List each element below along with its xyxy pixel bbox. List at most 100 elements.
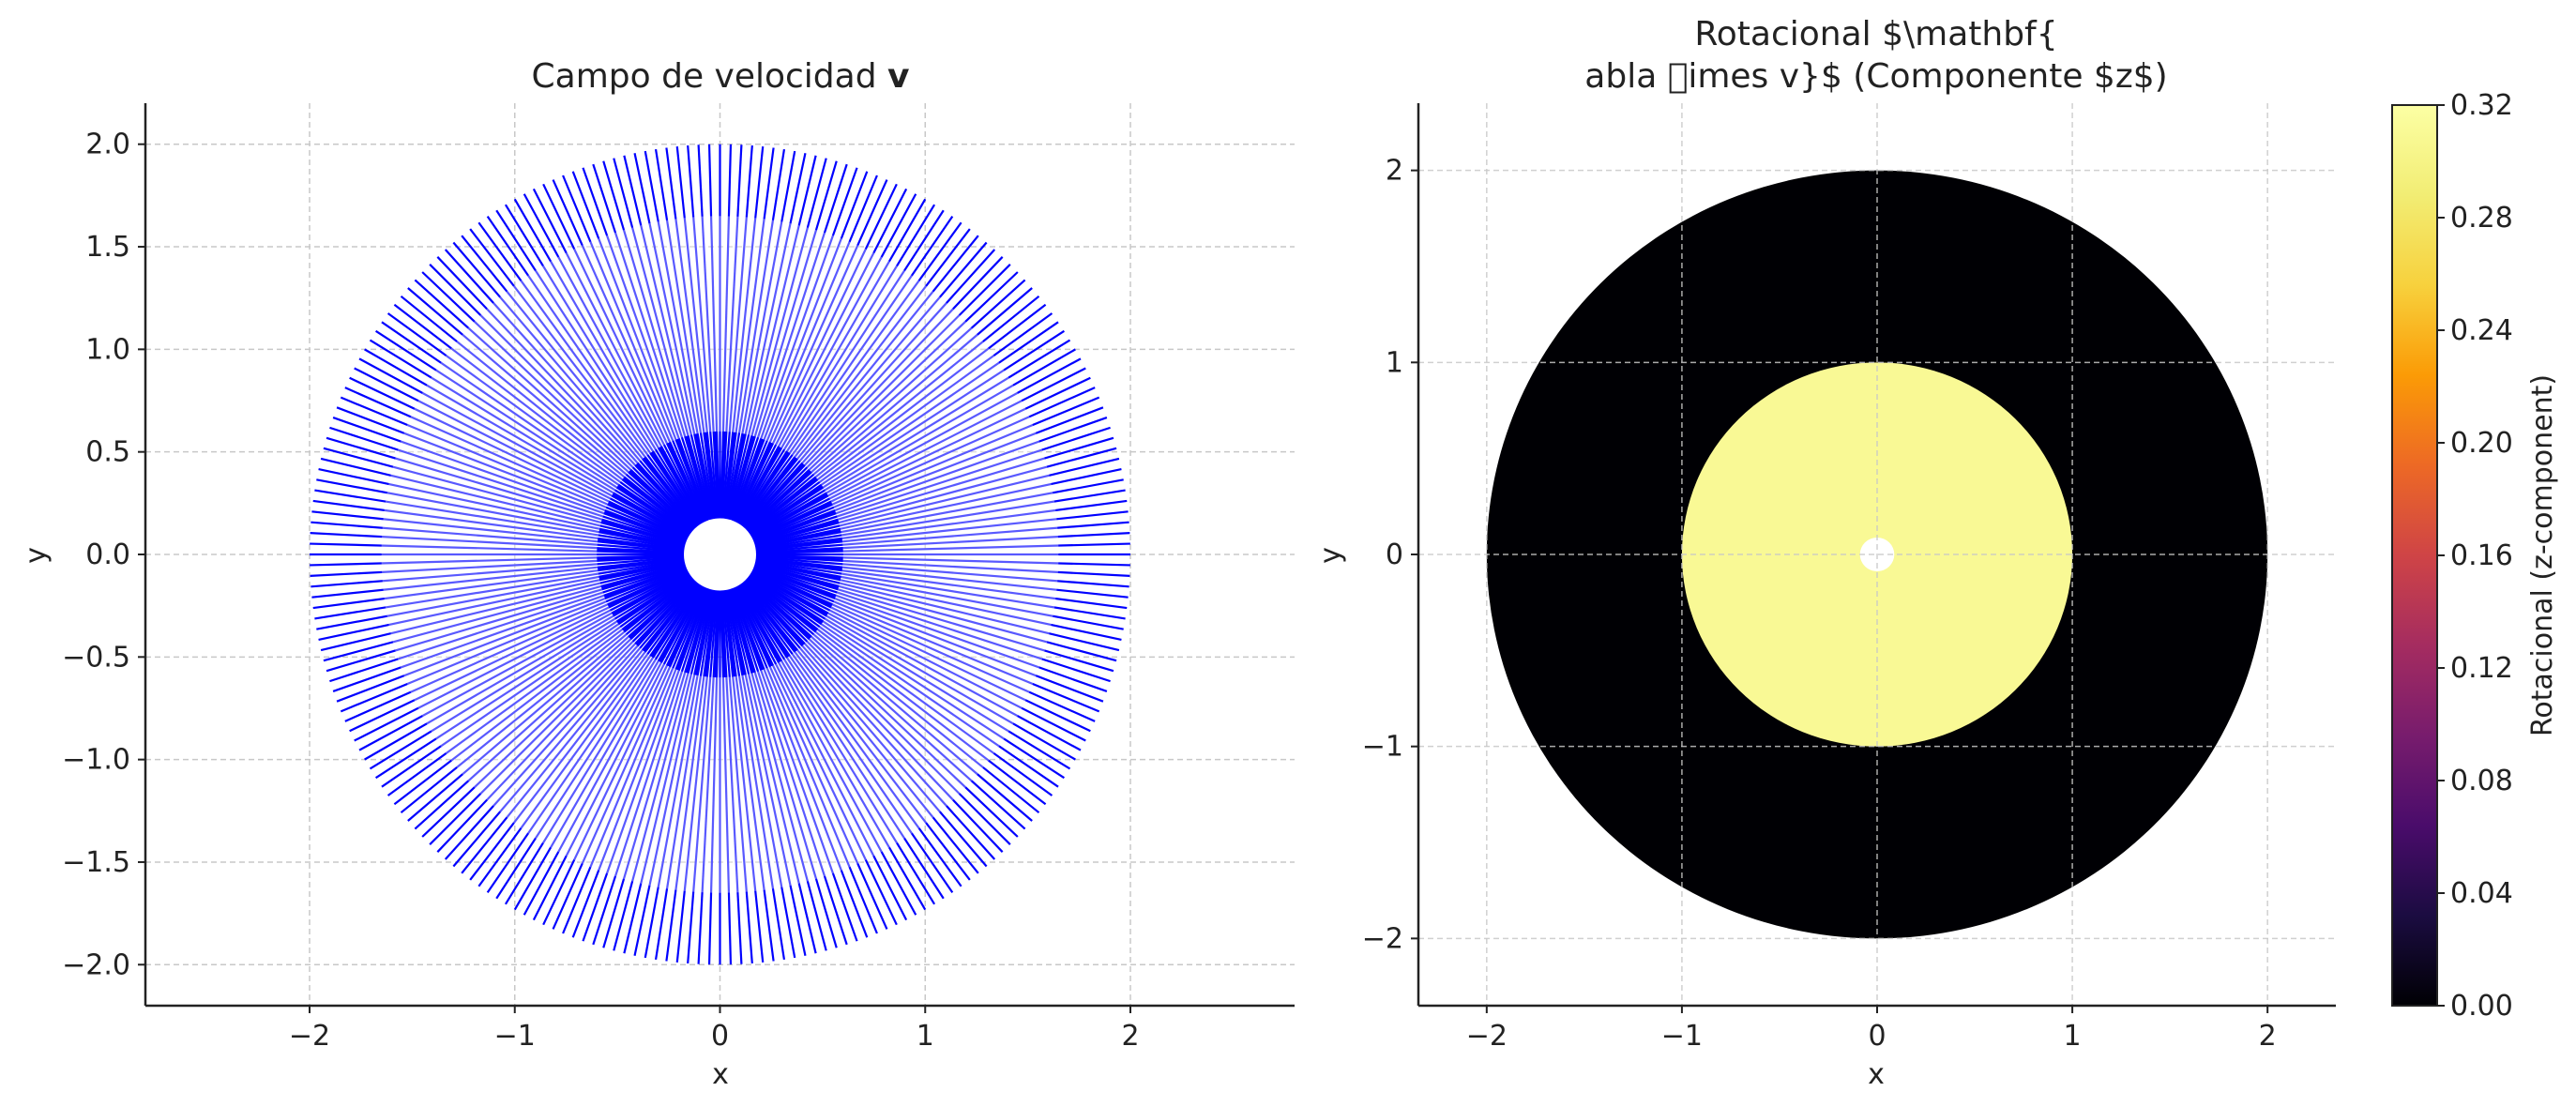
velocity-arrow: [735, 557, 1117, 662]
velocity-light-band: [381, 216, 1059, 893]
velocity-arrow: [735, 542, 1130, 555]
velocity-arrow: [312, 499, 705, 554]
velocity-arrow: [436, 256, 710, 544]
velocity-arrow: [436, 565, 710, 853]
velocity-arrow: [735, 416, 1108, 551]
velocity-arrow: [374, 562, 707, 780]
velocity-arrow: [644, 569, 719, 959]
velocity-arrow: [735, 560, 1096, 722]
velocity-arrow: [728, 567, 954, 893]
velocity-arrow: [332, 416, 705, 551]
velocity-arrow: [602, 160, 717, 539]
velocity-arrow: [735, 554, 1129, 599]
velocity-arrow: [697, 144, 720, 538]
velocity-arrow: [731, 564, 1026, 830]
velocity-arrow: [444, 249, 710, 543]
velocity-arrow: [722, 153, 807, 539]
velocity-arrow: [349, 560, 706, 733]
left-y-tick-label: −2.0: [62, 948, 130, 981]
velocity-arrow: [323, 447, 705, 552]
left-y-tick-label: −0.5: [62, 641, 130, 674]
velocity-arrow: [726, 193, 917, 541]
velocity-arrow: [310, 554, 705, 577]
velocity-arrow: [336, 559, 705, 703]
velocity-arrow: [721, 569, 796, 959]
left-y-tick-label: −1.0: [62, 744, 130, 777]
colorbar-tick-label: 0.20: [2450, 427, 2513, 460]
velocity-arrow: [393, 563, 708, 806]
velocity-arrow: [523, 568, 714, 916]
velocity-arrow: [421, 565, 709, 838]
velocity-arrow: [724, 167, 858, 539]
velocity-arrow: [336, 406, 705, 550]
velocity-arrow: [414, 279, 709, 545]
left-x-tick-label: −2: [289, 1020, 330, 1053]
velocity-arrow: [731, 565, 1019, 838]
velocity-arrow: [374, 329, 707, 547]
velocity-arrow: [318, 468, 705, 553]
right-x-tick-label: 0: [1868, 1020, 1886, 1053]
velocity-arrow: [735, 436, 1114, 552]
velocity-arrow: [723, 160, 838, 539]
colorbar-tick-label: 0.32: [2450, 89, 2513, 122]
velocity-arrow: [729, 566, 979, 874]
velocity-arrow: [735, 387, 1096, 549]
velocity-arrow: [707, 570, 721, 965]
velocity-arrow: [727, 568, 927, 911]
velocity-arrow: [381, 563, 707, 788]
velocity-arrow: [513, 568, 713, 911]
velocity-arrow: [542, 569, 714, 926]
velocity-arrow: [665, 570, 720, 962]
colorbar-tick-label: 0.00: [2450, 990, 2513, 1023]
colorbar-tick-label: 0.08: [2450, 765, 2513, 797]
left-x-tick-label: −1: [494, 1020, 536, 1053]
left-y-tick-label: 0.5: [85, 436, 130, 469]
velocity-arrow: [728, 209, 945, 541]
colorbar-label: Rotacional (z-component): [2526, 374, 2559, 736]
velocity-arrow: [400, 295, 708, 545]
right-x-tick-label: 2: [2259, 1020, 2277, 1053]
left-x-tick-label: 1: [917, 1020, 934, 1053]
velocity-arrow: [582, 167, 716, 539]
velocity-arrow: [730, 565, 1004, 853]
velocity-arrow: [722, 569, 827, 951]
velocity-arrow: [735, 510, 1129, 554]
velocity-arrow: [735, 468, 1122, 553]
velocity-arrow: [602, 569, 717, 948]
right-chart-title-line-2: abla  imes v}$ (Componente $z$): [1584, 57, 2167, 96]
velocity-arrow: [364, 348, 706, 548]
right-x-tick-label: −2: [1466, 1020, 1508, 1053]
velocity-arrow: [326, 436, 705, 552]
velocity-arrow: [461, 566, 711, 874]
left-y-axis-label: y: [20, 547, 53, 564]
curl-heatmap-chart: Rotacional $\mathbf{ abla  imes v}$ (Com…: [1314, 15, 2336, 1091]
colorbar-tick-label: 0.12: [2450, 652, 2513, 685]
right-x-tick-label: 1: [2064, 1020, 2082, 1053]
velocity-arrow: [697, 570, 720, 964]
velocity-arrow: [358, 561, 706, 751]
velocity-arrow: [732, 295, 1040, 545]
velocity-arrow: [735, 557, 1114, 673]
velocity-arrow: [344, 387, 705, 549]
velocity-arrow: [310, 554, 705, 567]
left-y-tick-label: 0.0: [85, 538, 130, 571]
velocity-arrow: [725, 179, 888, 540]
colorbar: 0.00 0.04 0.08 0.12 0.16 0.20 0.24 0.28 0.32 Rot…: [2391, 89, 2559, 1023]
velocity-arrow: [421, 271, 709, 544]
velocity-arrow: [364, 561, 706, 761]
velocity-arrow: [734, 561, 1082, 751]
velocity-arrow: [469, 228, 711, 542]
velocity-arrow: [720, 144, 743, 538]
velocity-arrow: [719, 144, 733, 538]
colorbar-tick-label: 0.16: [2450, 539, 2513, 572]
velocity-arrow: [729, 228, 971, 542]
left-ticks: −2 −1 0 1 2 −2.0 −1.5 −1.0 −0.5 0.0 0.5 1.0 1.5 2.0: [62, 129, 1139, 1053]
velocity-arrow: [495, 568, 712, 900]
velocity-arrow: [733, 562, 1066, 780]
velocity-arrow: [734, 561, 1076, 761]
velocity-arrow: [613, 158, 718, 539]
velocity-arrow: [707, 144, 721, 538]
velocity-arrow: [730, 249, 996, 543]
velocity-arrow: [571, 569, 716, 938]
colorbar-tick-label: 0.28: [2450, 202, 2513, 235]
